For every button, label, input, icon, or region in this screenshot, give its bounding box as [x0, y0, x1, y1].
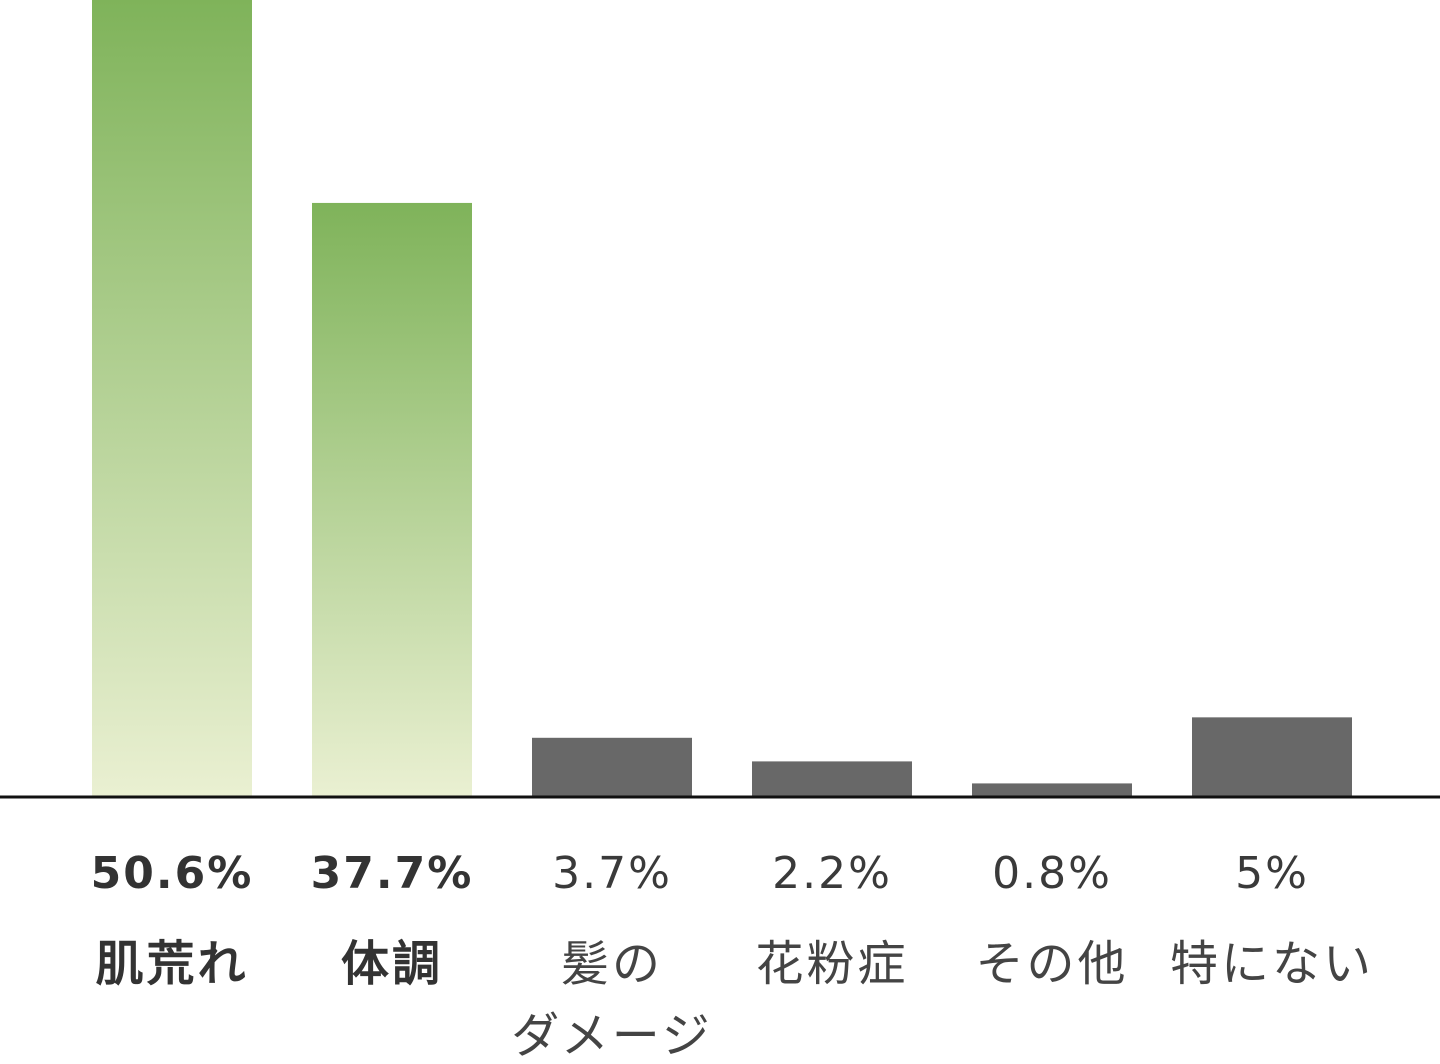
value-label-6: 5%: [1235, 848, 1309, 899]
category-label-3-line-1: 髪の: [561, 936, 663, 992]
value-label-4: 2.2%: [772, 848, 892, 899]
bar-6: [1192, 717, 1352, 796]
bar-1: [92, 0, 252, 796]
category-label-4: 花粉症: [755, 936, 908, 992]
value-label-5: 0.8%: [992, 848, 1112, 899]
value-label-3: 3.7%: [552, 848, 672, 899]
value-label-1: 50.6%: [91, 848, 254, 899]
bar-2: [312, 202, 472, 796]
bars-group: [92, 0, 1352, 796]
bar-3: [532, 737, 692, 796]
bar-4: [752, 761, 912, 796]
category-label-1: 肌荒れ: [95, 936, 248, 992]
category-label-6: 特にない: [1170, 936, 1374, 992]
category-label-2: 体調: [341, 936, 443, 992]
category-label-3-line-2: ダメージ: [511, 1008, 713, 1064]
category-label-5: その他: [975, 936, 1128, 992]
bar-5: [972, 783, 1132, 796]
value-label-2: 37.7%: [311, 848, 474, 899]
